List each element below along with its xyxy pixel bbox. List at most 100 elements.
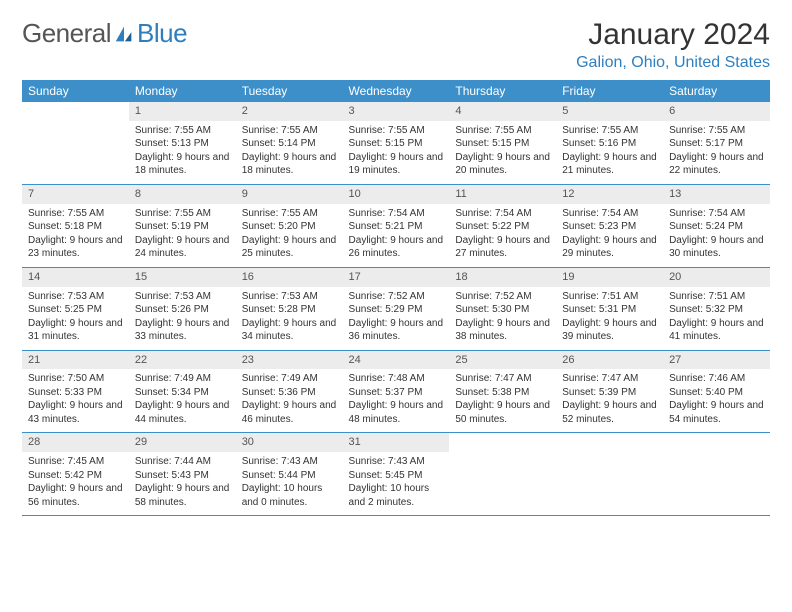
day-number: 24	[343, 351, 450, 370]
daylight-text: Daylight: 9 hours and 24 minutes.	[135, 234, 230, 261]
day-cell: 4 Sunrise: 7:55 AMSunset: 5:15 PMDaylight…	[449, 102, 556, 184]
daylight-text: Daylight: 9 hours and 18 minutes.	[242, 151, 337, 178]
col-tuesday: Tuesday	[236, 80, 343, 102]
day-number: 12	[556, 185, 663, 204]
day-details: Sunrise: 7:55 AMSunset: 5:16 PMDaylight:…	[556, 121, 663, 184]
day-number: 8	[129, 185, 236, 204]
day-number: 4	[449, 102, 556, 121]
day-cell: 14Sunrise: 7:53 AMSunset: 5:25 PMDayligh…	[22, 267, 129, 350]
daylight-text: Daylight: 9 hours and 26 minutes.	[349, 234, 444, 261]
col-thursday: Thursday	[449, 80, 556, 102]
day-details: Sunrise: 7:53 AMSunset: 5:28 PMDaylight:…	[236, 287, 343, 350]
sunset-text: Sunset: 5:17 PM	[669, 137, 764, 151]
day-cell: 19Sunrise: 7:51 AMSunset: 5:31 PMDayligh…	[556, 267, 663, 350]
sunrise-text: Sunrise: 7:55 AM	[135, 207, 230, 221]
week-row: 14Sunrise: 7:53 AMSunset: 5:25 PMDayligh…	[22, 267, 770, 350]
day-details: Sunrise: 7:45 AMSunset: 5:42 PMDaylight:…	[22, 452, 129, 515]
sunrise-text: Sunrise: 7:49 AM	[135, 372, 230, 386]
day-details: Sunrise: 7:49 AMSunset: 5:34 PMDaylight:…	[129, 369, 236, 432]
daylight-text: Daylight: 9 hours and 20 minutes.	[455, 151, 550, 178]
daylight-text: Daylight: 9 hours and 50 minutes.	[455, 399, 550, 426]
sunrise-text: Sunrise: 7:55 AM	[455, 124, 550, 138]
daylight-text: Daylight: 9 hours and 27 minutes.	[455, 234, 550, 261]
day-details: Sunrise: 7:53 AMSunset: 5:25 PMDaylight:…	[22, 287, 129, 350]
day-cell: 11Sunrise: 7:54 AMSunset: 5:22 PMDayligh…	[449, 184, 556, 267]
day-number: 14	[22, 268, 129, 287]
day-details: Sunrise: 7:54 AMSunset: 5:22 PMDaylight:…	[449, 204, 556, 267]
sunrise-text: Sunrise: 7:55 AM	[28, 207, 123, 221]
day-details	[556, 437, 663, 497]
sunrise-text: Sunrise: 7:52 AM	[455, 290, 550, 304]
day-cell: 22Sunrise: 7:49 AMSunset: 5:34 PMDayligh…	[129, 350, 236, 433]
daylight-text: Daylight: 9 hours and 44 minutes.	[135, 399, 230, 426]
sunset-text: Sunset: 5:29 PM	[349, 303, 444, 317]
calendar-table: Sunday Monday Tuesday Wednesday Thursday…	[22, 80, 770, 516]
sunrise-text: Sunrise: 7:47 AM	[455, 372, 550, 386]
daylight-text: Daylight: 9 hours and 54 minutes.	[669, 399, 764, 426]
sunrise-text: Sunrise: 7:54 AM	[455, 207, 550, 221]
day-number: 27	[663, 351, 770, 370]
day-number: 25	[449, 351, 556, 370]
sunrise-text: Sunrise: 7:55 AM	[135, 124, 230, 138]
sunrise-text: Sunrise: 7:49 AM	[242, 372, 337, 386]
day-details: Sunrise: 7:55 AMSunset: 5:13 PMDaylight:…	[129, 121, 236, 184]
sunset-text: Sunset: 5:42 PM	[28, 469, 123, 483]
sunrise-text: Sunrise: 7:51 AM	[669, 290, 764, 304]
col-monday: Monday	[129, 80, 236, 102]
day-details: Sunrise: 7:55 AMSunset: 5:14 PMDaylight:…	[236, 121, 343, 184]
sunset-text: Sunset: 5:15 PM	[455, 137, 550, 151]
day-cell: 9Sunrise: 7:55 AMSunset: 5:20 PMDaylight…	[236, 184, 343, 267]
day-details: Sunrise: 7:48 AMSunset: 5:37 PMDaylight:…	[343, 369, 450, 432]
sunset-text: Sunset: 5:39 PM	[562, 386, 657, 400]
header: General Blue January 2024 Galion, Ohio, …	[22, 18, 770, 72]
day-details	[22, 106, 129, 166]
day-details: Sunrise: 7:52 AMSunset: 5:30 PMDaylight:…	[449, 287, 556, 350]
sunrise-text: Sunrise: 7:50 AM	[28, 372, 123, 386]
sunset-text: Sunset: 5:43 PM	[135, 469, 230, 483]
day-cell: 8 Sunrise: 7:55 AMSunset: 5:19 PMDaylight…	[129, 184, 236, 267]
day-cell: 30Sunrise: 7:43 AMSunset: 5:44 PMDayligh…	[236, 433, 343, 516]
sunset-text: Sunset: 5:25 PM	[28, 303, 123, 317]
day-details: Sunrise: 7:52 AMSunset: 5:29 PMDaylight:…	[343, 287, 450, 350]
day-number: 5	[556, 102, 663, 121]
day-cell: 25Sunrise: 7:47 AMSunset: 5:38 PMDayligh…	[449, 350, 556, 433]
sunset-text: Sunset: 5:26 PM	[135, 303, 230, 317]
week-row: 1Sunrise: 7:55 AMSunset: 5:13 PMDaylight…	[22, 102, 770, 184]
day-number: 6	[663, 102, 770, 121]
day-cell: 17Sunrise: 7:52 AMSunset: 5:29 PMDayligh…	[343, 267, 450, 350]
sunset-text: Sunset: 5:15 PM	[349, 137, 444, 151]
sunrise-text: Sunrise: 7:55 AM	[669, 124, 764, 138]
daylight-text: Daylight: 9 hours and 43 minutes.	[28, 399, 123, 426]
day-cell: 16Sunrise: 7:53 AMSunset: 5:28 PMDayligh…	[236, 267, 343, 350]
daylight-text: Daylight: 9 hours and 33 minutes.	[135, 317, 230, 344]
sunrise-text: Sunrise: 7:51 AM	[562, 290, 657, 304]
day-details: Sunrise: 7:44 AMSunset: 5:43 PMDaylight:…	[129, 452, 236, 515]
sunrise-text: Sunrise: 7:46 AM	[669, 372, 764, 386]
daylight-text: Daylight: 9 hours and 29 minutes.	[562, 234, 657, 261]
daylight-text: Daylight: 9 hours and 41 minutes.	[669, 317, 764, 344]
day-cell: 29Sunrise: 7:44 AMSunset: 5:43 PMDayligh…	[129, 433, 236, 516]
day-number: 2	[236, 102, 343, 121]
day-cell: 28Sunrise: 7:45 AMSunset: 5:42 PMDayligh…	[22, 433, 129, 516]
month-title: January 2024	[576, 18, 770, 52]
brand-logo: General Blue	[22, 18, 187, 49]
day-cell: 6Sunrise: 7:55 AMSunset: 5:17 PMDaylight…	[663, 102, 770, 184]
sunset-text: Sunset: 5:37 PM	[349, 386, 444, 400]
day-cell: 27Sunrise: 7:46 AMSunset: 5:40 PMDayligh…	[663, 350, 770, 433]
location-text: Galion, Ohio, United States	[576, 54, 770, 72]
sunrise-text: Sunrise: 7:55 AM	[242, 124, 337, 138]
day-cell: 10Sunrise: 7:54 AMSunset: 5:21 PMDayligh…	[343, 184, 450, 267]
daylight-text: Daylight: 9 hours and 31 minutes.	[28, 317, 123, 344]
sail-icon	[113, 23, 135, 45]
day-number: 15	[129, 268, 236, 287]
sunset-text: Sunset: 5:19 PM	[135, 220, 230, 234]
sunrise-text: Sunrise: 7:54 AM	[562, 207, 657, 221]
day-cell: 20Sunrise: 7:51 AMSunset: 5:32 PMDayligh…	[663, 267, 770, 350]
title-block: January 2024 Galion, Ohio, United States	[576, 18, 770, 72]
day-details: Sunrise: 7:50 AMSunset: 5:33 PMDaylight:…	[22, 369, 129, 432]
col-wednesday: Wednesday	[343, 80, 450, 102]
day-details: Sunrise: 7:51 AMSunset: 5:31 PMDaylight:…	[556, 287, 663, 350]
sunrise-text: Sunrise: 7:55 AM	[562, 124, 657, 138]
day-cell	[663, 433, 770, 516]
daylight-text: Daylight: 9 hours and 56 minutes.	[28, 482, 123, 509]
